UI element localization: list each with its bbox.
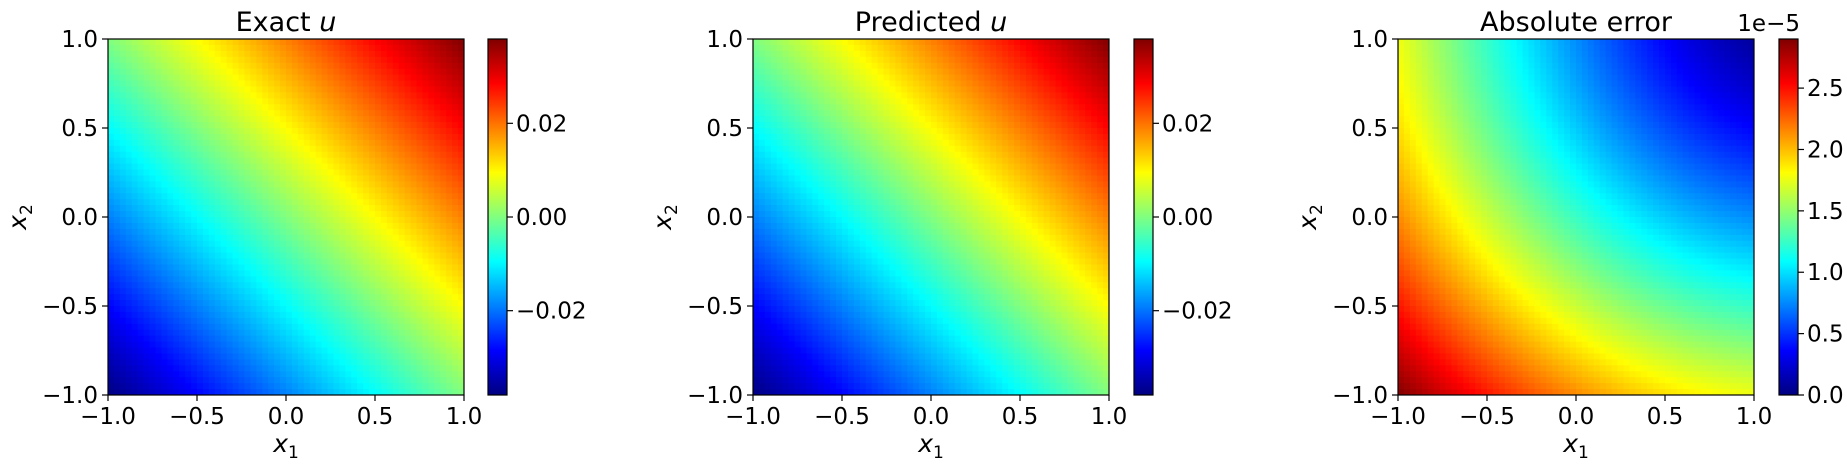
colorbar-offset-label: 1e−5: [1737, 11, 1800, 37]
x-tick-label: −1.0: [725, 404, 781, 430]
y-axis-label: x2: [1293, 204, 1327, 231]
colorbar-gradient: [1133, 38, 1154, 396]
y-tick-label: 1.0: [1351, 27, 1388, 53]
y-tick-label: −1.0: [42, 383, 98, 409]
x-tick-label: −0.5: [1459, 404, 1515, 430]
y-tick-label: 1.0: [61, 27, 98, 53]
x-tick-label: 0.5: [1647, 404, 1684, 430]
x-tick-label: 0.0: [268, 404, 305, 430]
x-axis-label: x1: [1562, 429, 1589, 463]
colorbar-gradient: [1778, 38, 1799, 396]
x-tick-label: 0.0: [913, 404, 950, 430]
colorbar-tick-label: 1.5: [1807, 199, 1844, 225]
y-tick-label: 0.0: [1351, 205, 1388, 231]
x-tick-label: −1.0: [1370, 404, 1426, 430]
chart-title: Predicted u: [855, 7, 1007, 38]
x-tick-label: 0.0: [1558, 404, 1595, 430]
x-axis-label: x1: [272, 429, 299, 463]
colorbar-tick-label: 0.00: [516, 205, 567, 231]
x-tick-label: 1.0: [1091, 404, 1128, 430]
colorbar-tick-label: 2.5: [1807, 76, 1844, 102]
heatmap-field: [1398, 39, 1754, 395]
colorbar: −0.02 0.00 0.02: [487, 38, 586, 396]
colorbar-tick-label: −0.02: [1162, 299, 1232, 325]
colorbar-tick-label: 0.02: [516, 111, 567, 137]
heatmap-field: [108, 39, 464, 395]
y-tick-label: 0.5: [1351, 116, 1388, 142]
x-axis-label: x1: [917, 429, 944, 463]
x-tick-label: −0.5: [814, 404, 870, 430]
x-tick-label: 0.5: [1002, 404, 1039, 430]
y-tick-label: −0.5: [687, 294, 743, 320]
colorbar-tick-label: −0.02: [516, 299, 586, 325]
colorbar-tick-label: 0.00: [1162, 205, 1213, 231]
heatmap-field: [753, 39, 1109, 395]
x-tick-label: 0.5: [357, 404, 394, 430]
x-tick-label: 1.0: [1736, 404, 1773, 430]
colorbar-tick-label: 2.0: [1807, 137, 1844, 163]
y-tick-label: 0.5: [706, 116, 743, 142]
heatmap-panel-1: −1.0 −0.5 0.0 0.5 1.0 −1.0 −0.5 0.0 0.5 1.0 Exact …: [3, 7, 586, 463]
y-tick-label: 0.0: [706, 205, 743, 231]
y-axis-label: x2: [648, 204, 682, 231]
heatmap-panel-3: −1.0 −0.5 0.0 0.5 1.0 −1.0 −0.5 0.0 0.5 1.0 Absolu…: [1293, 7, 1844, 463]
y-tick-label: −0.5: [42, 294, 98, 320]
colorbar-tick-label: 0.0: [1807, 383, 1844, 409]
x-tick-label: −0.5: [169, 404, 225, 430]
colorbar-tick-label: 0.5: [1807, 322, 1844, 348]
colorbar: 0.0 0.5 1.0 1.5 2.0 2.5 1e−5: [1737, 11, 1843, 409]
colorbar: −0.02 0.00 0.02: [1133, 38, 1232, 396]
y-tick-label: −0.5: [1332, 294, 1388, 320]
colorbar-tick-label: 0.02: [1162, 111, 1213, 137]
colorbar-gradient: [487, 38, 508, 396]
chart-title: Exact u: [236, 7, 337, 38]
y-tick-label: −1.0: [1332, 383, 1388, 409]
y-tick-label: −1.0: [687, 383, 743, 409]
y-tick-label: 0.0: [61, 205, 98, 231]
heatmap-panel-2: −1.0 −0.5 0.0 0.5 1.0 −1.0 −0.5 0.0 0.5 1.0 Predic…: [648, 7, 1232, 463]
x-tick-label: 1.0: [446, 404, 483, 430]
y-axis-label: x2: [3, 204, 37, 231]
y-tick-label: 0.5: [61, 116, 98, 142]
colorbar-tick-label: 1.0: [1807, 260, 1844, 286]
x-tick-label: −1.0: [80, 404, 136, 430]
y-tick-label: 1.0: [706, 27, 743, 53]
chart-title: Absolute error: [1480, 7, 1673, 38]
